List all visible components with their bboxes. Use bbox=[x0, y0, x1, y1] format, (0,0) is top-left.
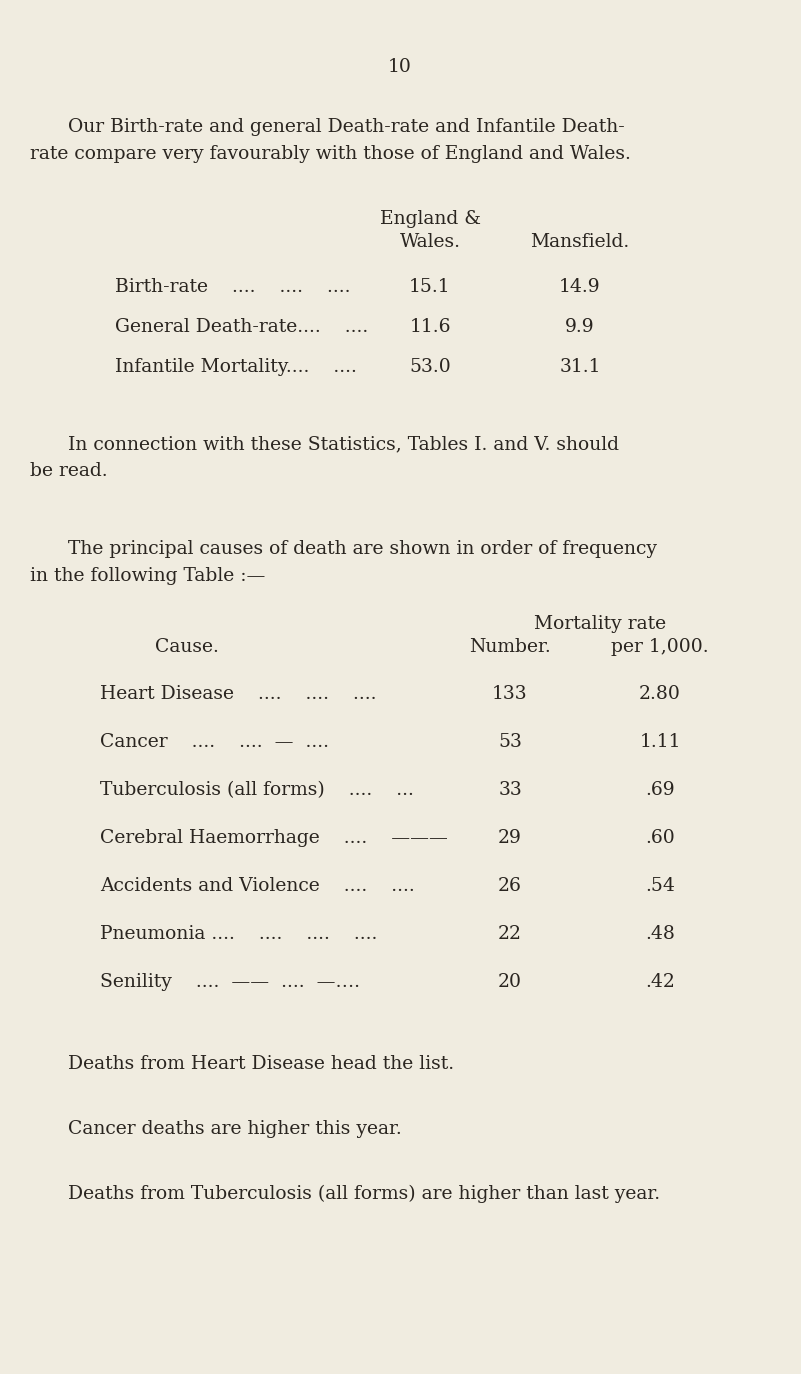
Text: 1.11: 1.11 bbox=[639, 732, 681, 752]
Text: Pneumonia ....    ....    ....    ....: Pneumonia .... .... .... .... bbox=[100, 925, 377, 943]
Text: Wales.: Wales. bbox=[400, 234, 461, 251]
Text: Heart Disease    ....    ....    ....: Heart Disease .... .... .... bbox=[100, 686, 376, 703]
Text: In connection with these Statistics, Tables I. and V. should: In connection with these Statistics, Tab… bbox=[68, 436, 619, 453]
Text: .54: .54 bbox=[645, 877, 675, 894]
Text: Deaths from Heart Disease head the list.: Deaths from Heart Disease head the list. bbox=[68, 1055, 454, 1073]
Text: Our Birth-rate and general Death-rate and Infantile Death-: Our Birth-rate and general Death-rate an… bbox=[68, 118, 625, 136]
Text: in the following Table :—: in the following Table :— bbox=[30, 567, 265, 585]
Text: 22: 22 bbox=[498, 925, 522, 943]
Text: Cerebral Haemorrhage    ....    ———: Cerebral Haemorrhage .... ——— bbox=[100, 829, 448, 846]
Text: 11.6: 11.6 bbox=[409, 317, 451, 337]
Text: 33: 33 bbox=[498, 780, 522, 800]
Text: .60: .60 bbox=[645, 829, 675, 846]
Text: 26: 26 bbox=[498, 877, 522, 894]
Text: Senility    ....  ——  ....  —….: Senility .... —— .... —…. bbox=[100, 973, 360, 991]
Text: Tuberculosis (all forms)    ....    ...: Tuberculosis (all forms) .... ... bbox=[100, 780, 414, 800]
Text: 29: 29 bbox=[498, 829, 522, 846]
Text: General Death-rate....    ....: General Death-rate.... .... bbox=[115, 317, 368, 337]
Text: be read.: be read. bbox=[30, 462, 107, 480]
Text: .48: .48 bbox=[645, 925, 675, 943]
Text: 53: 53 bbox=[498, 732, 522, 752]
Text: .42: .42 bbox=[645, 973, 675, 991]
Text: England &: England & bbox=[380, 210, 481, 228]
Text: Accidents and Violence    ....    ....: Accidents and Violence .... .... bbox=[100, 877, 415, 894]
Text: 2.80: 2.80 bbox=[639, 686, 681, 703]
Text: 10: 10 bbox=[388, 58, 412, 76]
Text: 53.0: 53.0 bbox=[409, 359, 451, 376]
Text: Infantile Mortality....    ....: Infantile Mortality.... .... bbox=[115, 359, 357, 376]
Text: 31.1: 31.1 bbox=[559, 359, 601, 376]
Text: 15.1: 15.1 bbox=[409, 278, 451, 295]
Text: 20: 20 bbox=[498, 973, 522, 991]
Text: 133: 133 bbox=[492, 686, 528, 703]
Text: Deaths from Tuberculosis (all forms) are higher than last year.: Deaths from Tuberculosis (all forms) are… bbox=[68, 1184, 660, 1204]
Text: Cancer    ....    ....  —  ....: Cancer .... .... — .... bbox=[100, 732, 329, 752]
Text: Birth-rate    ....    ....    ....: Birth-rate .... .... .... bbox=[115, 278, 351, 295]
Text: 14.9: 14.9 bbox=[559, 278, 601, 295]
Text: rate compare very favourably with those of England and Wales.: rate compare very favourably with those … bbox=[30, 146, 631, 164]
Text: Mansfield.: Mansfield. bbox=[530, 234, 630, 251]
Text: The principal causes of death are shown in order of frequency: The principal causes of death are shown … bbox=[68, 540, 657, 558]
Text: Mortality rate: Mortality rate bbox=[534, 616, 666, 633]
Text: .69: .69 bbox=[645, 780, 674, 800]
Text: Cause.: Cause. bbox=[155, 638, 219, 655]
Text: 9.9: 9.9 bbox=[566, 317, 595, 337]
Text: Number.: Number. bbox=[469, 638, 551, 655]
Text: per 1,000.: per 1,000. bbox=[611, 638, 709, 655]
Text: Cancer deaths are higher this year.: Cancer deaths are higher this year. bbox=[68, 1120, 402, 1138]
